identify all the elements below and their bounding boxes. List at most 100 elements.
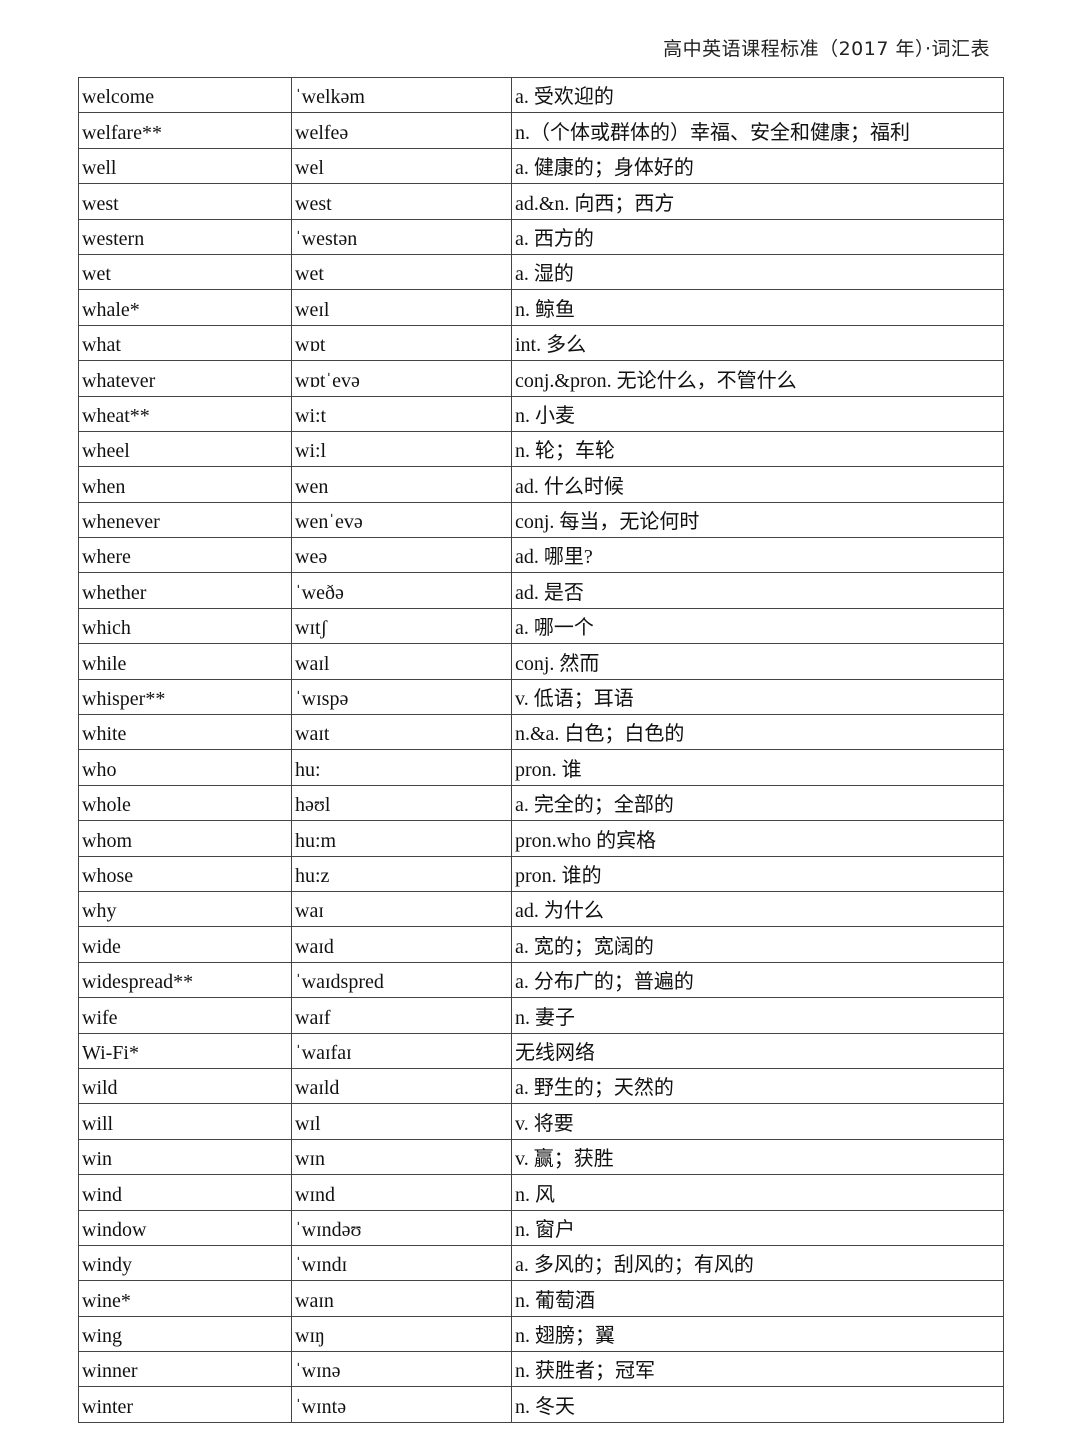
- table-row: west west ad.&n. 向西；西方: [78, 183, 1004, 220]
- definition-cell: v. 将要: [511, 1103, 1004, 1140]
- word-cell: whole: [78, 784, 292, 822]
- word-cell: western: [78, 218, 292, 255]
- table-row: widespread** ˈwaɪdspred a. 分布广的；普遍的: [78, 961, 1004, 999]
- phonetic-cell: hu:m: [291, 820, 512, 857]
- table-row: while waɪl conj. 然而: [78, 643, 1004, 680]
- table-row: where weə ad. 哪里?: [78, 537, 1004, 574]
- table-row: when wen ad. 什么时候: [78, 466, 1004, 503]
- phonetic-cell: waɪf: [291, 997, 512, 1034]
- definition-cell: pron.who 的宾格: [511, 820, 1004, 857]
- table-row: western ˈwestən a. 西方的: [78, 218, 1004, 255]
- word-cell: whisper**: [78, 678, 292, 716]
- table-row: wife waɪf n. 妻子: [78, 997, 1004, 1034]
- phonetic-cell: ˈwɪspə: [291, 678, 512, 716]
- definition-cell: ad. 什么时候: [511, 466, 1004, 503]
- table-row: whose hu:z pron. 谁的: [78, 855, 1004, 892]
- table-row: whatever wɒtˈevə conj.&pron. 无论什么，不管什么: [78, 360, 1004, 397]
- definition-cell: n. 冬天: [511, 1386, 1004, 1423]
- definition-cell: a. 湿的: [511, 253, 1004, 291]
- definition-cell: a. 健康的；身体好的: [511, 147, 1004, 185]
- definition-cell: 无线网络: [511, 1032, 1004, 1069]
- phonetic-cell: welfeə: [291, 112, 512, 149]
- phonetic-cell: wɪtʃ: [291, 607, 512, 645]
- word-cell: whose: [78, 855, 292, 892]
- phonetic-cell: ˈwelkəm: [291, 76, 512, 114]
- phonetic-cell: waɪl: [291, 643, 512, 680]
- word-cell: wife: [78, 997, 292, 1034]
- table-row: winner ˈwɪnə n. 获胜者；冠军: [78, 1351, 1004, 1388]
- word-cell: whenever: [78, 501, 292, 539]
- phonetic-cell: wɒtˈevə: [291, 360, 512, 397]
- table-row: whom hu:m pron.who 的宾格: [78, 820, 1004, 857]
- word-cell: who: [78, 749, 292, 786]
- table-row: welcome ˈwelkəm a. 受欢迎的: [78, 76, 1004, 114]
- definition-cell: n. 小麦: [511, 395, 1004, 432]
- definition-cell: pron. 谁: [511, 749, 1004, 786]
- word-cell: window: [78, 1209, 292, 1246]
- word-cell: what: [78, 324, 292, 362]
- table-row: wet wet a. 湿的: [78, 253, 1004, 291]
- word-cell: winner: [78, 1351, 292, 1388]
- table-row: what wɒt int. 多么: [78, 324, 1004, 362]
- phonetic-cell: waɪ: [291, 890, 512, 928]
- table-row: whisper** ˈwɪspə v. 低语；耳语: [78, 678, 1004, 716]
- table-row: white waɪt n.&a. 白色；白色的: [78, 714, 1004, 751]
- phonetic-cell: wet: [291, 253, 512, 291]
- definition-cell: v. 低语；耳语: [511, 678, 1004, 716]
- phonetic-cell: wɪl: [291, 1103, 512, 1140]
- phonetic-cell: wɪnd: [291, 1174, 512, 1211]
- word-cell: wind: [78, 1174, 292, 1211]
- phonetic-cell: wi:l: [291, 430, 512, 468]
- phonetic-cell: waɪn: [291, 1280, 512, 1317]
- phonetic-cell: wen: [291, 466, 512, 503]
- table-row: whether ˈweðə ad. 是否: [78, 572, 1004, 609]
- word-cell: whatever: [78, 360, 292, 397]
- definition-cell: n. 轮；车轮: [511, 430, 1004, 468]
- word-cell: whom: [78, 820, 292, 857]
- word-cell: when: [78, 466, 292, 503]
- definition-cell: a. 多风的；刮风的；有风的: [511, 1244, 1004, 1282]
- word-cell: well: [78, 147, 292, 185]
- phonetic-cell: ˈweðə: [291, 572, 512, 609]
- table-row: windy ˈwɪndɪ a. 多风的；刮风的；有风的: [78, 1244, 1004, 1282]
- word-cell: welfare**: [78, 112, 292, 149]
- definition-cell: n. 妻子: [511, 997, 1004, 1034]
- word-cell: wheat**: [78, 395, 292, 432]
- word-cell: will: [78, 1103, 292, 1140]
- phonetic-cell: waɪt: [291, 714, 512, 751]
- definition-cell: n.&a. 白色；白色的: [511, 714, 1004, 751]
- word-cell: while: [78, 643, 292, 680]
- table-row: who hu: pron. 谁: [78, 749, 1004, 786]
- definition-cell: a. 哪一个: [511, 607, 1004, 645]
- definition-cell: v. 赢；获胜: [511, 1138, 1004, 1176]
- table-row: why waɪ ad. 为什么: [78, 890, 1004, 928]
- word-cell: wild: [78, 1067, 292, 1105]
- phonetic-cell: weə: [291, 537, 512, 574]
- word-cell: why: [78, 890, 292, 928]
- phonetic-cell: waɪd: [291, 926, 512, 963]
- definition-cell: a. 宽的；宽阔的: [511, 926, 1004, 963]
- phonetic-cell: wel: [291, 147, 512, 185]
- definition-cell: conj. 然而: [511, 643, 1004, 680]
- phonetic-cell: west: [291, 183, 512, 220]
- phonetic-cell: wi:t: [291, 395, 512, 432]
- word-cell: west: [78, 183, 292, 220]
- table-row: window ˈwɪndəʊ n. 窗户: [78, 1209, 1004, 1246]
- vocabulary-table-body: welcome ˈwelkəm a. 受欢迎的 welfare** welfeə n.（个…: [78, 76, 1004, 1423]
- phonetic-cell: wɪŋ: [291, 1315, 512, 1353]
- definition-cell: n. 窗户: [511, 1209, 1004, 1246]
- definition-cell: conj. 每当，无论何时: [511, 501, 1004, 539]
- page-header: 高中英语课程标准（2017 年）·词汇表: [663, 38, 990, 60]
- definition-cell: a. 完全的；全部的: [511, 784, 1004, 822]
- word-cell: wet: [78, 253, 292, 291]
- table-row: wild waɪld a. 野生的；天然的: [78, 1067, 1004, 1105]
- definition-cell: ad. 哪里?: [511, 537, 1004, 574]
- definition-cell: n. 葡萄酒: [511, 1280, 1004, 1317]
- table-row: Wi-Fi* ˈwaɪfaɪ 无线网络: [78, 1032, 1004, 1069]
- table-row: wheel wi:l n. 轮；车轮: [78, 430, 1004, 468]
- definition-cell: a. 受欢迎的: [511, 76, 1004, 114]
- definition-cell: int. 多么: [511, 324, 1004, 362]
- phonetic-cell: weɪl: [291, 289, 512, 326]
- definition-cell: a. 野生的；天然的: [511, 1067, 1004, 1105]
- word-cell: Wi-Fi*: [78, 1032, 292, 1069]
